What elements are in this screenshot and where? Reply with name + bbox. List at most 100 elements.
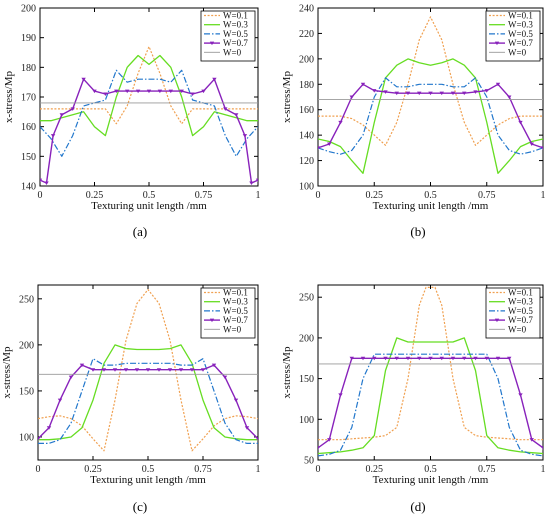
- legend-marker-w-07: [209, 318, 215, 323]
- y-tick-label: 250: [299, 293, 314, 304]
- legend-box: [485, 287, 541, 339]
- series-marker-w-07: [156, 368, 162, 372]
- x-tick-label: 1: [541, 190, 546, 201]
- x-tick-label: 0: [38, 190, 43, 201]
- series-line-w-03: [38, 344, 258, 441]
- y-tick-label: 120: [299, 156, 314, 167]
- series-marker-w-07: [405, 91, 411, 96]
- series-marker-w-07: [394, 356, 399, 361]
- legend-label-w-0: W=0: [508, 47, 527, 57]
- series-group: [38, 289, 258, 452]
- legend-label-w-03: W=0.3: [223, 20, 248, 30]
- series-marker-w-07: [349, 356, 354, 361]
- legend-label-w-05: W=0.5: [223, 29, 248, 39]
- chart-panel-b: 0 0.25 0.5 0.75 1 100 120 140 160 180 200 220 240 Tex…: [281, 4, 546, 213]
- series-marker-w-07: [40, 178, 43, 183]
- y-tick-label: 190: [21, 33, 36, 44]
- series-marker-w-07: [178, 368, 184, 372]
- series-marker-w-07: [79, 363, 85, 368]
- series-marker-w-07: [222, 375, 228, 380]
- legend-label-w-07: W=0.7: [223, 315, 248, 325]
- series-marker-w-07: [81, 77, 86, 82]
- series-marker-w-07: [189, 368, 195, 372]
- series-marker-w-07: [212, 77, 217, 82]
- y-axis-label: x-stress/Mp: [281, 71, 293, 123]
- series-marker-w-07: [59, 113, 64, 117]
- series-marker-w-07: [112, 368, 118, 372]
- legend-label-w-07: W=0.7: [508, 315, 533, 325]
- x-axis-label: Texturing unit length /mm: [373, 200, 489, 212]
- series-marker-w-07: [484, 356, 489, 361]
- y-tick-label: 150: [21, 152, 36, 163]
- series-marker-w-07: [360, 82, 366, 87]
- series-marker-w-07: [244, 426, 250, 430]
- series-marker-w-07: [200, 368, 206, 372]
- legend-marker-w-07: [494, 318, 500, 323]
- series-marker-w-07: [190, 92, 195, 97]
- x-tick-label: 0.75: [194, 464, 212, 475]
- x-tick-label: 1: [541, 464, 546, 475]
- series-marker-w-07: [92, 89, 97, 94]
- y-tick-label: 180: [299, 80, 314, 91]
- series-marker-w-07: [360, 356, 366, 361]
- legend-marker-w-07: [209, 41, 215, 46]
- panel-caption-d: (d): [410, 499, 425, 514]
- series-marker-w-07: [495, 356, 501, 361]
- y-tick-label: 50: [304, 456, 314, 467]
- series-marker-w-07: [417, 91, 422, 96]
- series-marker-w-07: [168, 89, 173, 94]
- series-marker-w-07: [338, 120, 343, 125]
- series-line-w-05: [318, 353, 543, 457]
- series-line-w-05: [40, 69, 258, 157]
- series-marker-w-07: [242, 134, 248, 138]
- series-marker-w-07: [134, 368, 140, 372]
- legend-marker-w-07: [494, 41, 500, 46]
- legend-label-w-07: W=0.7: [223, 38, 248, 48]
- x-tick-label: 0.5: [142, 464, 155, 475]
- series-group: [318, 16, 543, 174]
- series-marker-w-07: [439, 91, 444, 96]
- series-line-w-01: [318, 16, 543, 146]
- legend-label-w-05: W=0.5: [508, 29, 533, 39]
- series-marker-w-07: [318, 146, 321, 150]
- y-tick-label: 250: [19, 294, 34, 305]
- series-marker-w-07: [255, 437, 258, 441]
- series-marker-w-07: [428, 356, 433, 361]
- series-marker-w-07: [372, 356, 377, 361]
- y-tick-label: 170: [21, 93, 36, 104]
- series-marker-w-07: [157, 89, 163, 94]
- series-marker-w-07: [90, 368, 96, 372]
- x-axis-label: Texturing unit length /mm: [91, 200, 207, 212]
- legend-label-w-01: W=0.1: [508, 11, 533, 21]
- y-tick-label: 220: [299, 29, 314, 40]
- series-line-w-01: [38, 289, 258, 452]
- series-marker-w-07: [318, 446, 321, 450]
- legend-label-w-07: W=0.7: [508, 38, 533, 48]
- x-tick-label: 0.75: [195, 190, 213, 201]
- series-marker-w-07: [383, 90, 388, 94]
- series-marker-w-07: [249, 181, 254, 186]
- legend: W=0.1W=0.3W=0.5W=0.7W=0: [200, 11, 256, 62]
- y-tick-label: 140: [299, 131, 314, 142]
- series-line-w-03: [318, 337, 543, 455]
- y-tick-label: 160: [299, 105, 314, 116]
- series-marker-w-07: [327, 438, 332, 442]
- series-marker-w-07: [103, 92, 108, 97]
- x-tick-label: 0.5: [424, 190, 437, 201]
- series-marker-w-07: [201, 89, 206, 94]
- x-tick-label: 1: [256, 464, 261, 475]
- series-marker-w-07: [146, 89, 152, 94]
- series-marker-w-07: [123, 368, 129, 372]
- series-marker-w-07: [529, 438, 534, 442]
- y-axis-label: x-stress/Mp: [281, 346, 293, 398]
- series-marker-w-07: [179, 89, 184, 94]
- series-marker-w-07: [495, 82, 501, 87]
- x-tick-label: 0.5: [143, 190, 156, 201]
- series-marker-w-07: [518, 120, 523, 125]
- panel-caption-a: (a): [133, 224, 147, 239]
- legend: W=0.1W=0.3W=0.5W=0.7W=0: [485, 11, 541, 62]
- series-line-w-03: [318, 58, 543, 174]
- series-marker-w-07: [255, 178, 258, 183]
- series-marker-w-07: [484, 89, 489, 93]
